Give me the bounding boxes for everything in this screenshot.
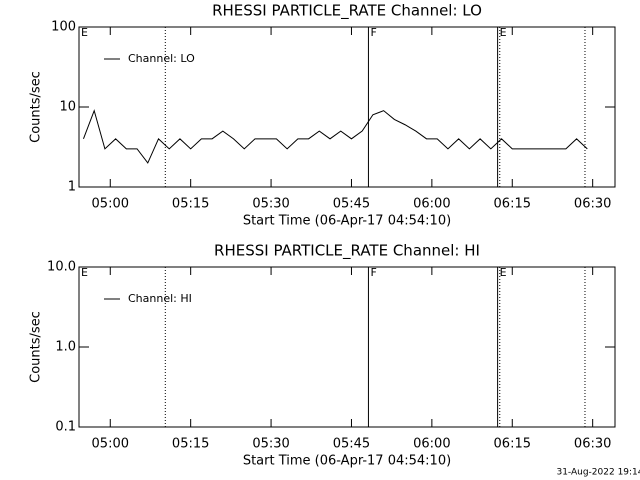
x-tick-label: 05:15 <box>172 437 209 452</box>
x-axis-label: Start Time (06-Apr-17 04:54:10) <box>243 454 451 469</box>
x-tick-label: 05:15 <box>172 197 209 212</box>
chart-title: RHESSI PARTICLE_RATE Channel: HI <box>214 242 480 261</box>
y-axis-label: Counts/sec <box>29 311 44 383</box>
y-tick-label: 10.0 <box>47 260 76 275</box>
x-tick-label: 06:15 <box>494 437 531 452</box>
x-tick-label: 06:30 <box>574 197 611 212</box>
legend-label: Channel: HI <box>128 292 192 305</box>
event-label: E <box>500 26 507 39</box>
x-tick-label: 05:45 <box>333 197 370 212</box>
event-label: F <box>370 266 376 279</box>
chart-title: RHESSI PARTICLE_RATE Channel: LO <box>212 2 482 21</box>
event-label: E <box>81 266 88 279</box>
y-tick-label: 1.0 <box>55 340 76 355</box>
y-tick-label: 10 <box>59 100 76 115</box>
data-line <box>82 109 588 164</box>
x-tick-label: 05:45 <box>333 437 370 452</box>
event-label: E <box>500 266 507 279</box>
x-tick-label: 06:30 <box>574 437 611 452</box>
footer: 31-Aug-2022 19:14 <box>556 468 640 478</box>
x-tick-label: 06:15 <box>494 197 531 212</box>
event-label: F <box>370 26 376 39</box>
x-tick-label: 05:00 <box>92 197 129 212</box>
y-tick-label: 100 <box>51 20 76 35</box>
y-tick-label: 0.1 <box>55 420 76 435</box>
x-tick-label: 05:00 <box>92 437 129 452</box>
y-axis-label: Counts/sec <box>29 71 44 143</box>
y-tick-label: 1 <box>68 180 76 195</box>
event-label: E <box>81 26 88 39</box>
x-axis-label: Start Time (06-Apr-17 04:54:10) <box>243 214 451 229</box>
legend-label: Channel: LO <box>128 52 195 65</box>
x-tick-label: 06:00 <box>413 437 450 452</box>
x-tick-label: 05:30 <box>252 437 289 452</box>
x-tick-label: 06:00 <box>413 197 450 212</box>
x-tick-label: 05:30 <box>252 197 289 212</box>
